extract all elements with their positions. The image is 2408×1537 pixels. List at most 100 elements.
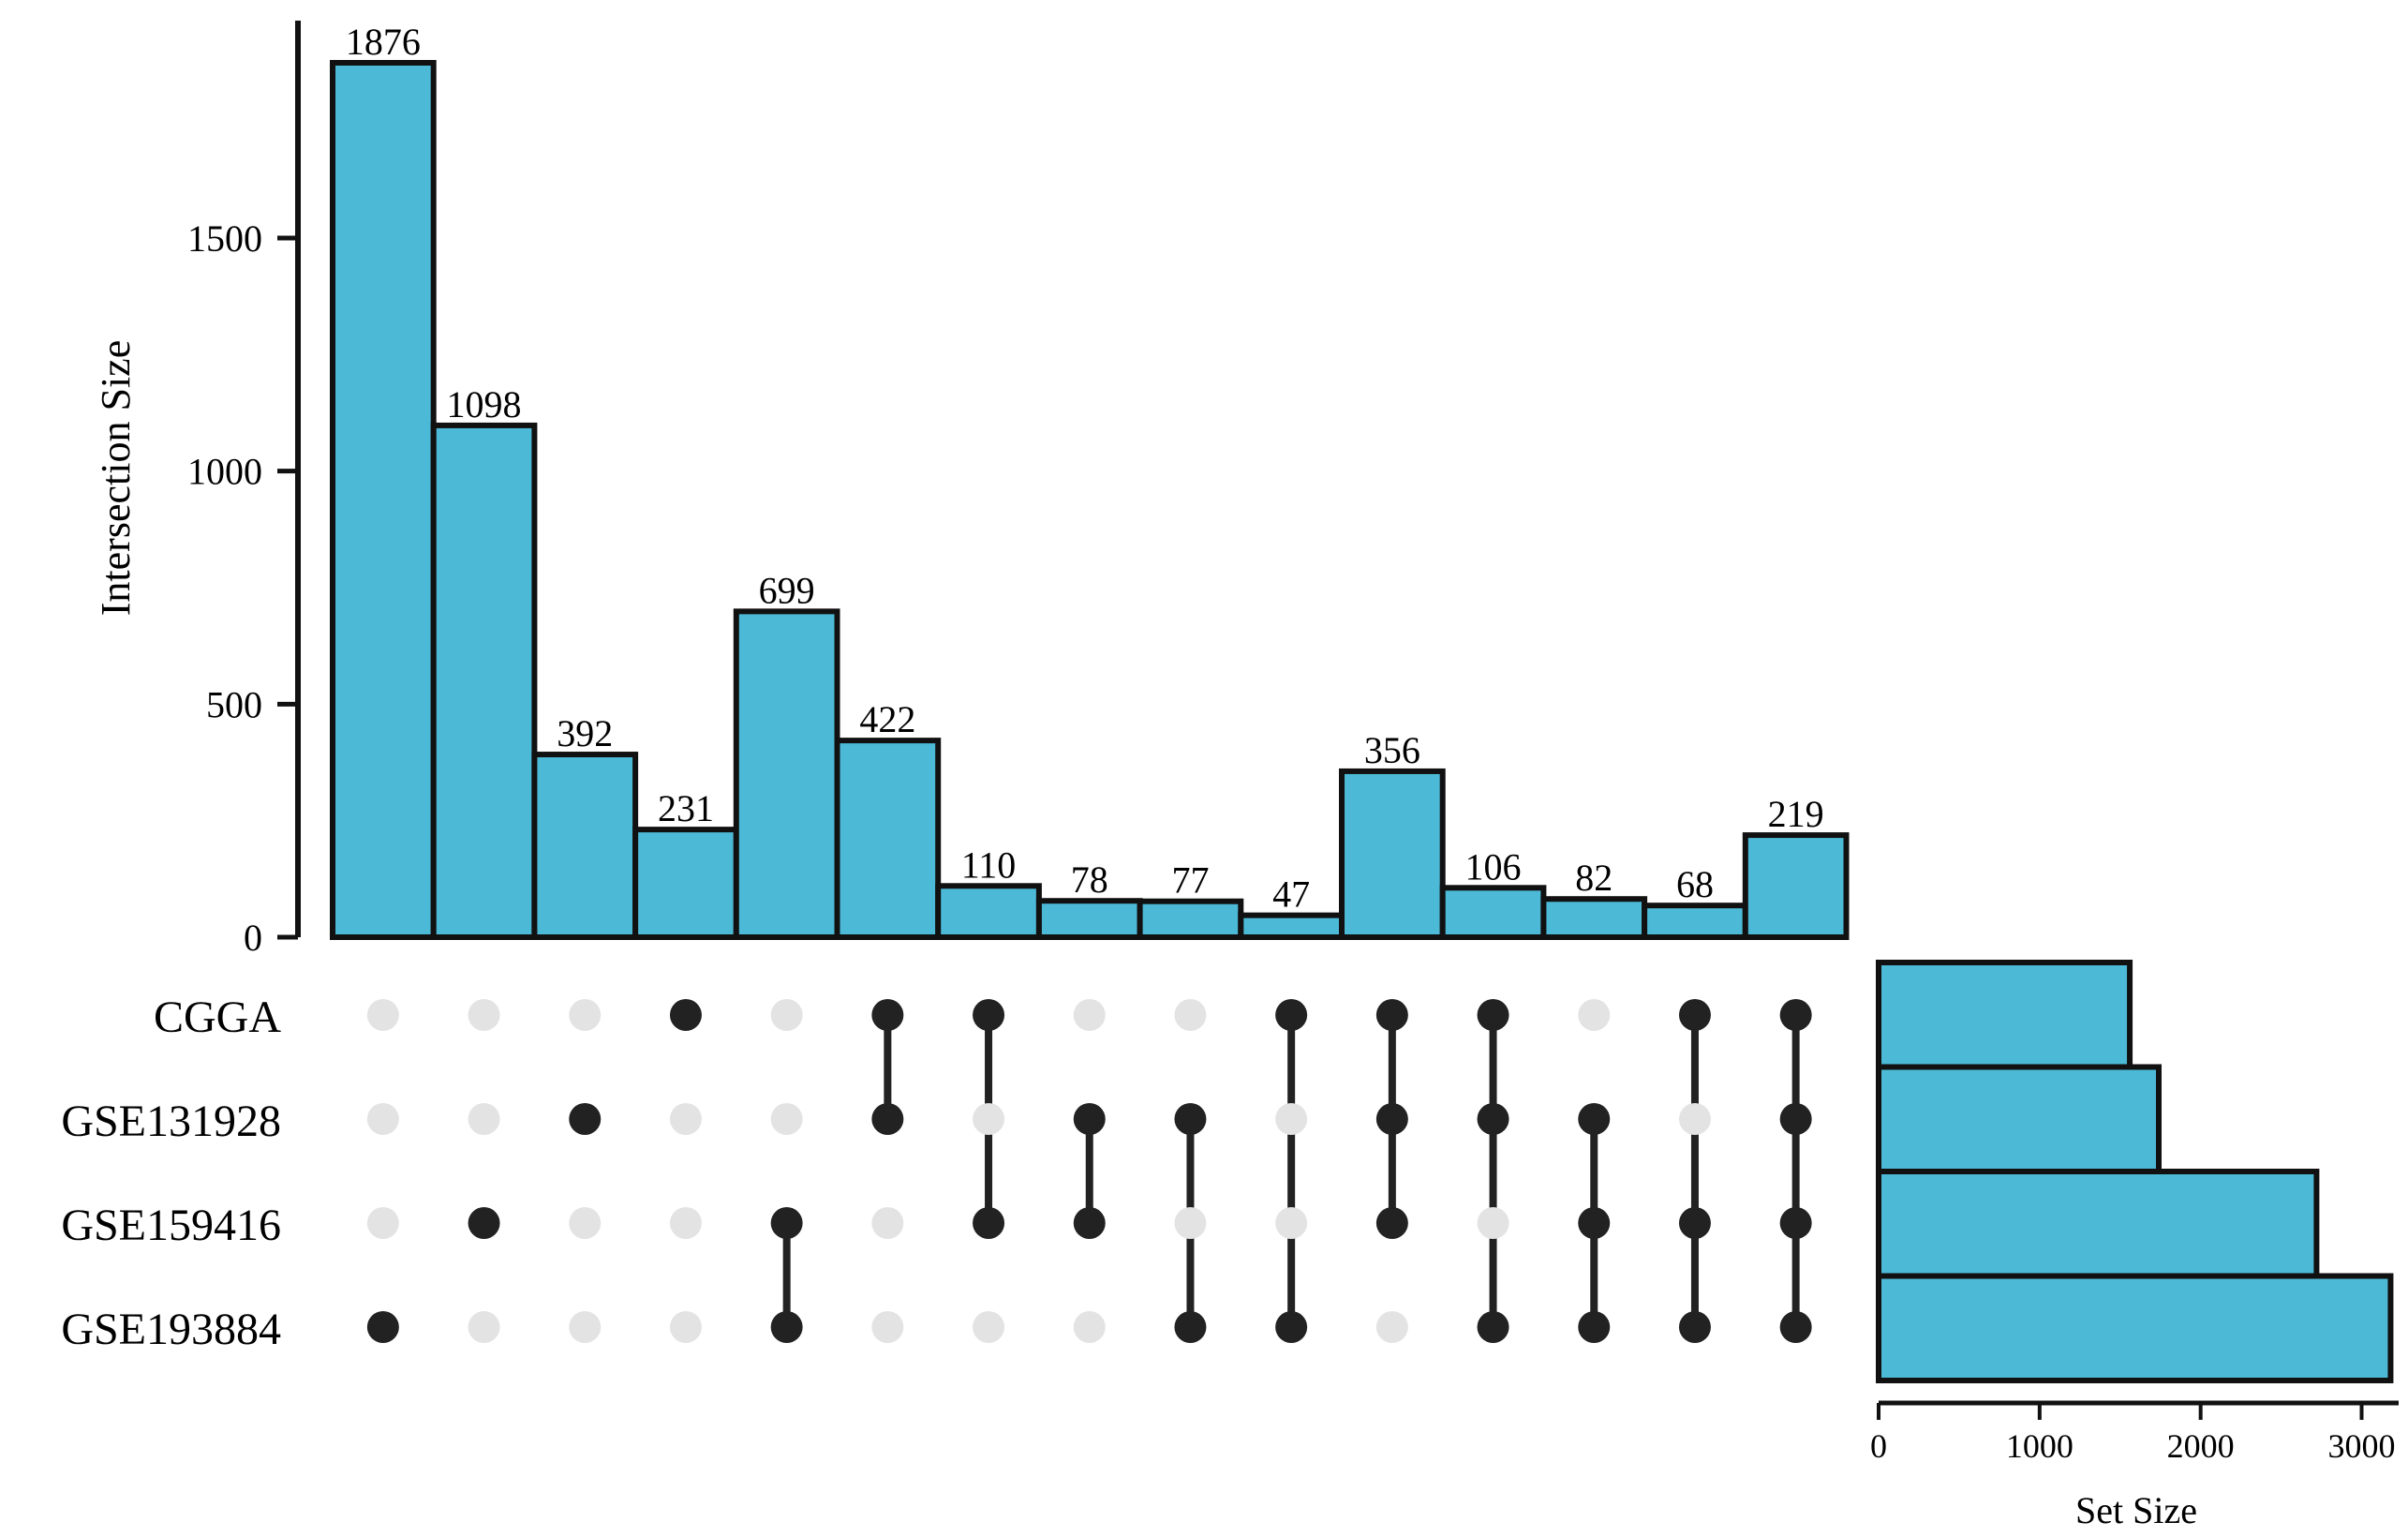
set-size-bar xyxy=(1876,1273,2394,1383)
membership-dot-filled xyxy=(1578,1311,1611,1343)
membership-dot-empty xyxy=(1174,999,1207,1031)
membership-dot-filled xyxy=(871,1103,904,1135)
intersection-bar xyxy=(1137,898,1244,940)
intersection-bar xyxy=(330,60,437,940)
membership-dot-filled xyxy=(366,1311,399,1343)
membership-dot-filled xyxy=(1477,1311,1509,1343)
intersection-bar xyxy=(1540,896,1648,941)
membership-dot-filled xyxy=(973,1207,1005,1239)
membership-dot-empty xyxy=(569,999,602,1031)
membership-dot-filled xyxy=(1073,1103,1106,1135)
y-tick-label: 1500 xyxy=(187,217,262,260)
intersection-bar xyxy=(531,752,639,941)
y-tick-label: 1000 xyxy=(187,451,262,493)
membership-dot-filled xyxy=(1375,999,1408,1031)
membership-dot-empty xyxy=(1073,999,1106,1031)
intersection-bar xyxy=(733,608,840,940)
membership-dot-empty xyxy=(770,999,803,1031)
set-label: GSE159416 xyxy=(61,1201,281,1250)
set-label: GSE193884 xyxy=(61,1305,281,1354)
membership-dot-filled xyxy=(669,999,702,1031)
membership-dot-filled xyxy=(1477,999,1509,1031)
bar-value-label: 699 xyxy=(759,569,815,611)
membership-dot-empty xyxy=(669,1103,702,1135)
membership-dot-filled xyxy=(1779,1103,1812,1135)
bar-value-label: 106 xyxy=(1465,845,1522,888)
membership-dot-empty xyxy=(1477,1207,1509,1239)
membership-dot-filled xyxy=(770,1311,803,1343)
y-tick-label: 0 xyxy=(244,917,262,959)
membership-dot-empty xyxy=(1275,1103,1308,1135)
set-size-panel: 0 1000 2000 3000 xyxy=(1870,960,2399,1465)
membership-dot-empty xyxy=(366,1103,399,1135)
membership-dot-filled xyxy=(1678,999,1711,1031)
intersection-bar xyxy=(1742,832,1850,940)
bar-value-label: 356 xyxy=(1364,729,1420,771)
bar-value-label: 47 xyxy=(1272,873,1310,916)
intersection-bar xyxy=(1642,903,1748,940)
bar-value-label: 82 xyxy=(1575,857,1613,899)
membership-dot-filled xyxy=(468,1207,500,1239)
bar-value-label: 77 xyxy=(1171,859,1209,902)
intersection-bars: 1876 1098 392 231 699 422 110 78 77 47 356 106 82 68 2… xyxy=(330,21,1850,941)
membership-dot-empty xyxy=(569,1207,602,1239)
membership-dot-empty xyxy=(770,1103,803,1135)
membership-dot-empty xyxy=(1073,1311,1106,1343)
set-size-tick-label: 3000 xyxy=(2328,1427,2396,1465)
intersection-bar xyxy=(834,738,942,941)
set-size-bar xyxy=(1876,1169,2320,1279)
membership-dot-empty xyxy=(1275,1207,1308,1239)
membership-dot-filled xyxy=(1678,1207,1711,1239)
membership-dot-filled xyxy=(1174,1103,1207,1135)
membership-dot-filled xyxy=(1779,1311,1812,1343)
intersection-bar xyxy=(430,422,538,940)
bar-value-label: 78 xyxy=(1071,858,1108,901)
membership-dot-empty xyxy=(1375,1311,1408,1343)
membership-dot-empty xyxy=(871,1311,904,1343)
membership-dot-empty xyxy=(1678,1103,1711,1135)
bar-value-label: 1098 xyxy=(447,383,522,425)
set-size-tick-label: 2000 xyxy=(2167,1427,2235,1465)
membership-dot-filled xyxy=(1779,1207,1812,1239)
membership-dot-empty xyxy=(468,1103,500,1135)
intersection-bar xyxy=(1339,768,1446,941)
intersection-axis: 0 500 1000 1500 xyxy=(187,21,301,959)
bar-value-label: 219 xyxy=(1768,793,1824,835)
membership-dot-empty xyxy=(1578,999,1611,1031)
bar-value-label: 422 xyxy=(859,698,915,740)
set-size-tick-label: 0 xyxy=(1870,1427,1887,1465)
membership-dot-filled xyxy=(1375,1103,1408,1135)
bar-value-label: 392 xyxy=(557,712,613,754)
membership-dot-empty xyxy=(669,1311,702,1343)
bar-value-label: 68 xyxy=(1676,863,1714,905)
membership-dot-empty xyxy=(468,1311,500,1343)
set-size-axis-label: Set Size xyxy=(2075,1489,2197,1531)
membership-dot-empty xyxy=(366,999,399,1031)
membership-dot-empty xyxy=(468,999,500,1031)
membership-dot-empty xyxy=(871,1207,904,1239)
set-label: CGGA xyxy=(154,992,281,1042)
intersection-bar xyxy=(1035,898,1143,940)
set-size-bar xyxy=(1876,1064,2162,1174)
membership-dot-filled xyxy=(1779,999,1812,1031)
set-size-tick-label: 1000 xyxy=(2006,1427,2074,1465)
membership-dot-filled xyxy=(569,1103,602,1135)
membership-dot-empty xyxy=(1174,1207,1207,1239)
membership-dot-empty xyxy=(366,1207,399,1239)
bar-value-label: 1876 xyxy=(346,21,421,63)
intersection-bar xyxy=(632,827,739,940)
membership-dot-filled xyxy=(1275,999,1308,1031)
intersection-bar xyxy=(1439,885,1547,941)
membership-dot-filled xyxy=(1375,1207,1408,1239)
membership-dot-filled xyxy=(1174,1311,1207,1343)
membership-dot-filled xyxy=(1275,1311,1308,1343)
membership-dot-empty xyxy=(973,1311,1005,1343)
membership-dot-filled xyxy=(1578,1207,1611,1239)
bar-value-label: 110 xyxy=(961,843,1017,886)
membership-dot-filled xyxy=(871,999,904,1031)
membership-dot-filled xyxy=(1578,1103,1611,1135)
membership-matrix: CGGA GSE131928 GSE159416 GSE193884 xyxy=(61,992,1812,1354)
y-tick-label: 500 xyxy=(206,683,262,725)
intersection-bar xyxy=(1238,912,1345,940)
